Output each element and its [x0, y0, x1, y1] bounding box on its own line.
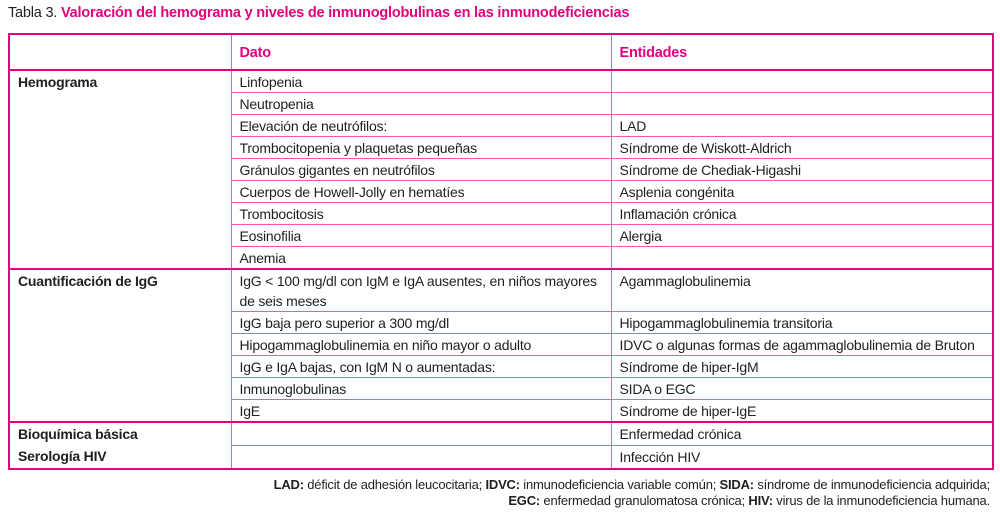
category-cell: Cuantificación de IgG	[9, 268, 231, 422]
entidad-cell: Síndrome de hiper-IgM	[610, 355, 993, 378]
caption-text: Valoración del hemograma y niveles de in…	[61, 5, 630, 21]
dato-cell: Trombocitosis	[230, 202, 611, 225]
dato-cell: Trombocitopenia y plaquetas pequeñas	[230, 136, 611, 159]
footnote-abbr: HIV:	[748, 492, 773, 508]
table-row: Cuantificación de IgG IgG < 100 mg/dl con…	[9, 268, 993, 422]
table-row: Neutropenia	[9, 92, 993, 115]
footnote-abbr: LAD:	[273, 477, 304, 492]
entidad-cell: Síndrome de Wiskott-Aldrich	[610, 136, 993, 159]
footnote-abbr: EGC:	[508, 492, 541, 508]
header-dato: Dato	[230, 34, 611, 71]
table-row: IgG baja pero superior a 300 mg/dl Hipoga…	[9, 311, 993, 334]
entidad-cell: Síndrome de Chediak-Higashi	[610, 158, 993, 181]
dato-cell: Linfopenia	[230, 69, 611, 93]
category-cell: Bioquímica básica Serología HIV	[9, 421, 231, 469]
category-cell: Hemograma	[9, 69, 231, 269]
dato-cell	[230, 421, 611, 446]
category-label: Hemograma	[18, 74, 98, 90]
entidad-cell: Enfermedad crónica	[610, 421, 993, 446]
caption-prefix: Tabla 3.	[8, 5, 62, 21]
entidad-cell: Síndrome de hiper-IgE	[610, 399, 993, 422]
table-row: Hemograma Linfopenia	[9, 69, 993, 269]
entidad-cell: LAD	[610, 114, 993, 137]
dato-cell: IgG baja pero superior a 300 mg/dl	[230, 311, 611, 334]
table-row: Trombocitopenia y plaquetas pequeñas Sínd…	[9, 136, 993, 159]
table-row: Anemia	[9, 246, 993, 269]
header-category	[9, 34, 231, 71]
entidad-cell: IDVC o algunas formas de agammaglobuline…	[610, 333, 993, 356]
footnote-abbr: SIDA:	[719, 477, 755, 492]
entidad-cell: Inflamación crónica	[610, 202, 993, 225]
footnote: LAD: déficit de adhesión leucocitaria; I…	[273, 477, 991, 508]
table-row: Gránulos gigantes en neutrófilos Síndrome…	[9, 158, 993, 181]
table-body: Hemograma Linfopenia Neutropenia Elevación …	[9, 69, 993, 469]
footnote-line: LAD: déficit de adhesión leucocitaria; I…	[273, 477, 991, 492]
table-row: Hipogammaglobulinemia en niño mayor o ad…	[9, 333, 993, 356]
entidad-cell: Infección HIV	[610, 445, 993, 469]
entidad-cell	[610, 92, 993, 115]
header-row: Dato Entidades	[9, 34, 993, 71]
category-label: Bioquímica básica	[18, 426, 138, 442]
entidad-cell	[610, 246, 993, 269]
dato-cell: Inmunoglobulinas	[230, 377, 611, 400]
category-label: Cuantificación de IgG	[18, 273, 158, 289]
table-row: Bioquímica básica Serología HIV Enfermedad…	[9, 421, 993, 469]
dato-cell: Elevación de neutrófilos:	[230, 114, 611, 137]
category-label: Serología HIV	[18, 448, 107, 464]
header-entidades: Entidades	[610, 34, 993, 71]
table-row: Trombocitosis Inflamación crónica	[9, 202, 993, 225]
entidad-cell: Agammaglobulinemia	[610, 268, 993, 312]
dato-cell	[230, 445, 611, 469]
table-row: IgE Síndrome de hiper-IgE	[9, 399, 993, 422]
entidad-cell: SIDA o EGC	[610, 377, 993, 400]
entidad-cell: Hipogammaglobulinemia transitoria	[610, 311, 993, 334]
table-caption: Tabla 3. Valoración del hemograma y nive…	[8, 5, 629, 21]
table-row: Elevación de neutrófilos: LAD	[9, 114, 993, 137]
dato-cell: Hipogammaglobulinemia en niño mayor o ad…	[230, 333, 611, 356]
table-row: IgG e IgA bajas, con IgM N o aumentadas:…	[9, 355, 993, 378]
entidad-cell	[610, 69, 993, 93]
entidad-cell: Alergia	[610, 224, 993, 247]
dato-cell: Neutropenia	[230, 92, 611, 115]
dato-cell: IgG < 100 mg/dl con IgM e IgA ausentes, …	[230, 268, 611, 312]
dato-cell: Cuerpos de Howell-Jolly en hematíes	[230, 180, 611, 203]
footnote-line: EGC: enfermedad granulomatosa crónica; H…	[508, 492, 990, 508]
data-table: Dato Entidades Hemograma Linfopenia Neutro…	[8, 33, 994, 470]
entidad-cell: Asplenia congénita	[610, 180, 993, 203]
table-row: Eosinofilia Alergia	[9, 224, 993, 247]
dato-cell: Anemia	[230, 246, 611, 269]
dato-cell: IgE	[230, 399, 611, 422]
footnote-abbr: IDVC:	[485, 477, 520, 492]
table-row: Inmunoglobulinas SIDA o EGC	[9, 377, 993, 400]
table-row: Cuerpos de Howell-Jolly en hematíes Asple…	[9, 180, 993, 203]
dato-cell: IgG e IgA bajas, con IgM N o aumentadas:	[230, 355, 611, 378]
table-row: Infección HIV	[9, 445, 993, 469]
dato-cell: Gránulos gigantes en neutrófilos	[230, 158, 611, 181]
dato-cell: Eosinofilia	[230, 224, 611, 247]
